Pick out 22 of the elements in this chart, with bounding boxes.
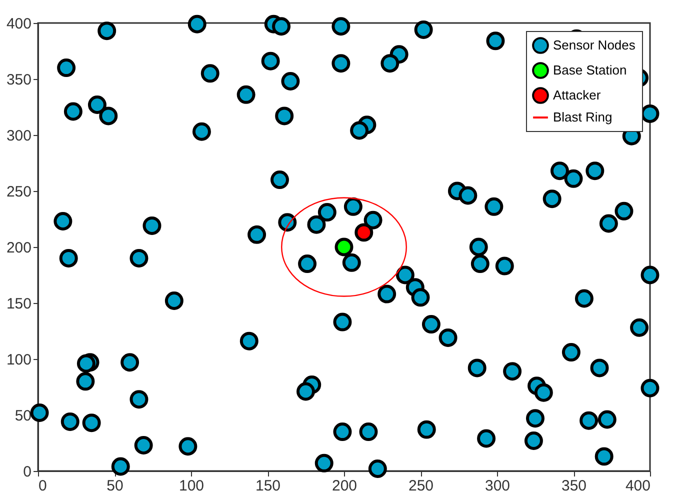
x-tick-label: 0 xyxy=(38,478,47,494)
y-tick-label: 250 xyxy=(6,184,32,200)
y-tick-label: 350 xyxy=(6,72,32,88)
x-tick-label: 350 xyxy=(561,478,587,494)
x-tick-label: 50 xyxy=(106,478,124,494)
x-tick-label: 200 xyxy=(332,478,358,494)
legend-label: Base Station xyxy=(553,62,627,78)
legend-label: Attacker xyxy=(553,88,602,102)
x-tick-label: 100 xyxy=(178,478,204,494)
y-tick-label: 150 xyxy=(6,296,32,312)
y-tick-label: 0 xyxy=(23,464,32,480)
x-tick-label: 250 xyxy=(408,478,434,494)
x-tick-label: 300 xyxy=(484,478,510,494)
y-tick-label: 300 xyxy=(6,128,32,144)
legend-label: Sensor Nodes xyxy=(553,38,636,52)
x-tick-label: 150 xyxy=(255,478,281,494)
y-tick-label: 200 xyxy=(6,240,32,256)
x-tick-label: 400 xyxy=(625,478,650,494)
legend-label: Blast Ring xyxy=(553,110,612,124)
y-tick-label: 50 xyxy=(14,408,32,424)
y-tick-label: 100 xyxy=(6,352,32,368)
y-tick-label: 400 xyxy=(6,16,32,32)
